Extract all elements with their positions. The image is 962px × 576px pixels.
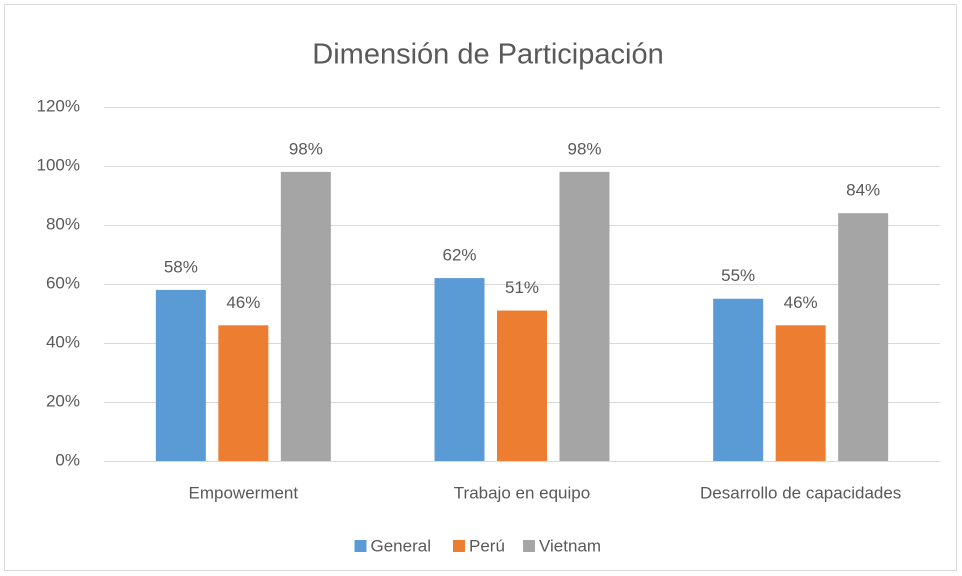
y-tick-label: 0%	[55, 450, 80, 469]
y-tick-label: 40%	[46, 332, 80, 351]
bar	[280, 171, 331, 461]
y-tick-label: 100%	[37, 155, 80, 174]
x-tick-label: Desarrollo de capacidades	[700, 483, 901, 502]
y-tick-label: 20%	[46, 391, 80, 410]
data-label: 51%	[505, 278, 539, 297]
chart-title: Dimensión de Participación	[312, 39, 663, 71]
bar	[775, 325, 826, 461]
data-label: 98%	[567, 139, 601, 158]
legend-label: Perú	[469, 536, 505, 555]
data-label: 98%	[289, 139, 323, 158]
data-label: 46%	[784, 293, 818, 312]
bar	[838, 213, 889, 461]
bar	[497, 310, 547, 461]
x-tick-label: Trabajo en equipo	[454, 483, 590, 502]
data-label: 62%	[442, 246, 476, 265]
legend-swatch	[354, 540, 367, 552]
bar	[155, 289, 206, 461]
legend-label: General	[371, 536, 431, 555]
bar	[218, 325, 269, 461]
bar	[559, 171, 610, 461]
x-tick-label: Empowerment	[189, 483, 299, 502]
legend-swatch	[523, 540, 535, 552]
y-tick-label: 60%	[46, 273, 80, 292]
data-label: 58%	[164, 257, 198, 276]
bar	[713, 298, 764, 461]
data-label: 55%	[721, 266, 755, 285]
y-tick-label: 80%	[46, 214, 80, 233]
y-tick-label: 120%	[37, 96, 80, 115]
data-label: 84%	[846, 181, 880, 200]
legend-label: Vietnam	[539, 536, 601, 555]
data-label: 46%	[226, 293, 260, 312]
bar	[434, 278, 485, 461]
legend-swatch	[453, 540, 465, 552]
